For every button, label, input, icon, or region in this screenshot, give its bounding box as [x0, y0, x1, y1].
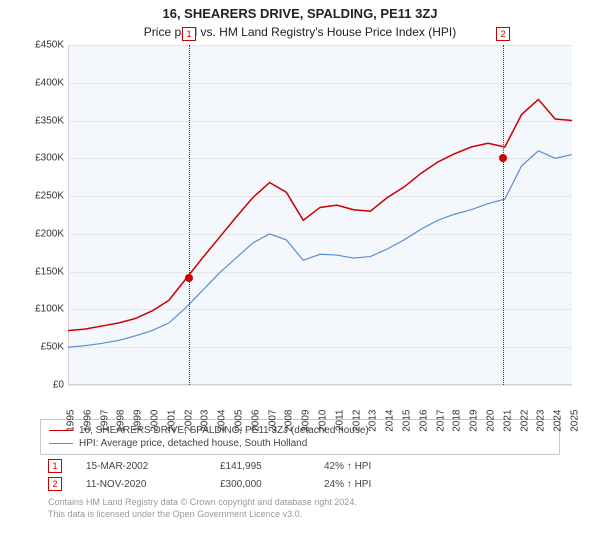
sale-marker-box: 1	[182, 27, 196, 41]
x-axis-label: 2004	[217, 410, 228, 440]
x-axis-label: 2021	[502, 410, 513, 440]
grid-line	[68, 385, 572, 386]
y-axis-label: £350K	[20, 115, 64, 126]
y-axis-label: £450K	[20, 40, 64, 51]
x-axis-label: 2005	[234, 410, 245, 440]
x-axis-label: 2015	[402, 410, 413, 440]
y-axis-label: £300K	[20, 153, 64, 164]
sale-date: 15-MAR-2002	[86, 461, 196, 472]
x-axis-label: 1999	[133, 410, 144, 440]
x-axis-label: 2008	[284, 410, 295, 440]
sale-delta: 24% ↑ HPI	[324, 479, 371, 490]
footer-line: Contains HM Land Registry data © Crown c…	[48, 497, 560, 509]
x-axis-label: 2010	[318, 410, 329, 440]
sale-marker-dot	[499, 154, 507, 162]
sale-row-marker: 2	[48, 477, 62, 491]
sale-marker-line	[189, 45, 190, 385]
chart-lines	[68, 45, 572, 385]
x-axis-label: 2011	[334, 410, 345, 440]
x-axis-label: 2017	[435, 410, 446, 440]
x-axis-label: 1995	[66, 410, 77, 440]
sale-price: £300,000	[220, 479, 300, 490]
sale-marker-dot	[185, 274, 193, 282]
sale-date: 11-NOV-2020	[86, 479, 196, 490]
y-axis-label: £100K	[20, 304, 64, 315]
sale-delta: 42% ↑ HPI	[324, 461, 371, 472]
x-axis-label: 2020	[486, 410, 497, 440]
x-axis-label: 2012	[351, 410, 362, 440]
x-axis-label: 2007	[267, 410, 278, 440]
legend-swatch	[49, 443, 73, 444]
series-line-property	[68, 99, 572, 330]
x-axis-label: 2003	[200, 410, 211, 440]
x-axis-label: 2013	[368, 410, 379, 440]
x-axis-label: 1996	[82, 410, 93, 440]
x-axis-label: 2000	[150, 410, 161, 440]
x-axis-label: 2022	[519, 410, 530, 440]
y-axis-label: £400K	[20, 77, 64, 88]
x-axis-label: 2018	[452, 410, 463, 440]
x-axis-label: 2014	[385, 410, 396, 440]
x-axis-label: 2009	[301, 410, 312, 440]
sale-row: 2 11-NOV-2020 £300,000 24% ↑ HPI	[40, 473, 560, 491]
sale-price: £141,995	[220, 461, 300, 472]
chart-area: £0 £50K £100K £150K £200K £250K £300K £350K £400…	[20, 45, 580, 415]
y-axis-label: £250K	[20, 191, 64, 202]
x-axis-label: 1997	[99, 410, 110, 440]
y-axis-label: £150K	[20, 266, 64, 277]
sale-row-marker: 1	[48, 459, 62, 473]
legend-label: HPI: Average price, detached house, Sout…	[79, 438, 307, 449]
x-axis-label: 2019	[469, 410, 480, 440]
x-axis-label: 2002	[183, 410, 194, 440]
y-axis-label: £200K	[20, 228, 64, 239]
footer-attribution: Contains HM Land Registry data © Crown c…	[40, 497, 560, 520]
series-line-hpi	[68, 151, 572, 347]
sale-marker-line	[503, 45, 504, 385]
chart-container: 16, SHEARERS DRIVE, SPALDING, PE11 3ZJ P…	[0, 0, 600, 560]
footer-line: This data is licensed under the Open Gov…	[48, 509, 560, 521]
x-axis-label: 2024	[553, 410, 564, 440]
chart-title-address: 16, SHEARERS DRIVE, SPALDING, PE11 3ZJ	[0, 0, 600, 21]
x-axis-label: 2016	[418, 410, 429, 440]
x-axis-label: 2006	[250, 410, 261, 440]
x-axis-label: 2023	[536, 410, 547, 440]
y-axis-label: £50K	[20, 342, 64, 353]
x-axis-label: 2025	[570, 410, 581, 440]
x-axis-label: 2001	[166, 410, 177, 440]
sale-row: 1 15-MAR-2002 £141,995 42% ↑ HPI	[40, 455, 560, 473]
x-axis-label: 1998	[116, 410, 127, 440]
sale-marker-box: 2	[496, 27, 510, 41]
y-axis-label: £0	[20, 380, 64, 391]
